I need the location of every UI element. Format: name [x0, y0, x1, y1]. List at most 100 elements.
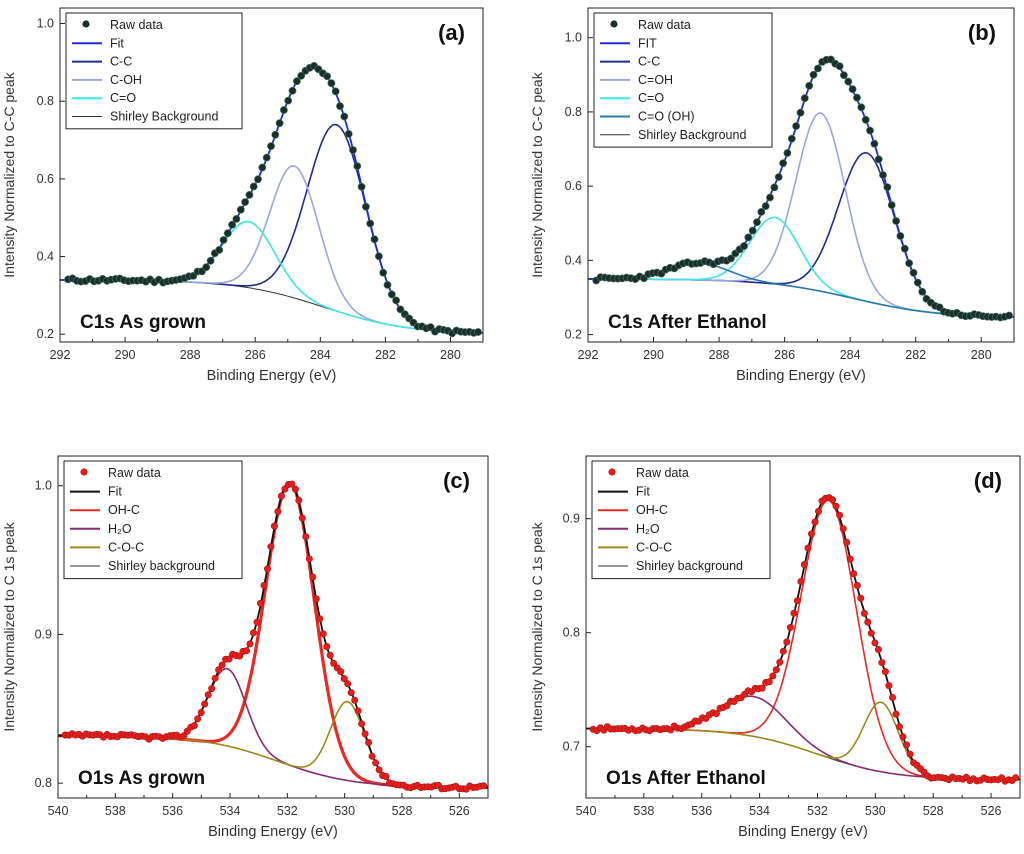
legend-label: Shirley Background	[638, 128, 746, 142]
raw-data-point	[836, 511, 844, 519]
raw-data-point	[337, 668, 345, 676]
raw-data-point	[792, 122, 800, 130]
raw-data-point	[263, 565, 271, 573]
sample-annotation: C1s As grown	[80, 312, 206, 333]
legend-label: Raw data	[110, 18, 163, 32]
raw-data-point	[896, 232, 905, 240]
raw-data-point	[888, 693, 896, 701]
panel-label: (b)	[968, 20, 996, 45]
raw-data-point	[807, 530, 815, 538]
x-tick-label: 530	[865, 804, 886, 818]
raw-data-point	[223, 229, 232, 238]
raw-data-point	[344, 680, 352, 688]
y-tick-label: 0.7	[563, 740, 580, 754]
raw-data-point	[878, 659, 886, 667]
raw-data-point	[870, 139, 879, 148]
raw-data-point	[319, 630, 327, 638]
legend-label: Raw data	[638, 18, 691, 32]
legend-marker	[610, 20, 618, 28]
raw-data-point	[793, 597, 801, 605]
raw-data-point	[814, 64, 822, 73]
raw-data-point	[1005, 311, 1013, 320]
raw-data-point	[202, 263, 211, 272]
raw-data-point	[194, 715, 202, 723]
raw-data-point	[279, 106, 288, 114]
peak-c-c-line	[60, 123, 483, 334]
raw-data-point	[260, 581, 268, 589]
raw-data-point	[769, 672, 777, 680]
x-tick-label: 288	[709, 348, 730, 362]
raw-data-point	[361, 730, 369, 738]
raw-data-point	[277, 492, 285, 500]
x-tick-label: 284	[310, 348, 331, 362]
y-tick-label: 0.6	[37, 172, 54, 186]
legend-label: H₂O	[108, 522, 132, 536]
legend-label: C=O (OH)	[638, 110, 695, 124]
sample-annotation: C1s After Ethanol	[608, 312, 767, 333]
raw-data-point	[757, 207, 766, 216]
raw-data-point	[245, 190, 254, 199]
legend-label: C-C	[110, 55, 132, 69]
legend-label: FIT	[638, 36, 657, 50]
legend-label: Shirley Background	[110, 110, 218, 124]
raw-data-point	[874, 155, 883, 164]
legend-label: Raw data	[108, 466, 161, 480]
raw-data-point	[712, 710, 720, 718]
legend-label: C-OH	[110, 73, 142, 87]
legend-label: C-O-C	[636, 540, 672, 554]
x-tick-label: 540	[576, 804, 597, 818]
x-tick-label: 528	[392, 804, 413, 818]
raw-data-point	[331, 87, 340, 96]
x-axis-label: Binding Energy (eV)	[207, 368, 337, 384]
raw-data-point	[368, 752, 376, 760]
raw-data-point	[228, 220, 236, 229]
x-tick-label: 526	[981, 804, 1002, 818]
raw-data-point	[892, 217, 900, 225]
raw-data-point	[480, 782, 488, 790]
legend-label: OH-C	[636, 503, 668, 517]
legend-label: Shirley background	[636, 559, 743, 573]
raw-data-point	[1012, 774, 1020, 782]
raw-data-point	[748, 226, 757, 235]
y-tick-label: 0.4	[37, 250, 54, 264]
legend-label: Shirley background	[108, 559, 215, 573]
legend-box	[65, 12, 243, 130]
raw-data-point	[288, 86, 297, 95]
raw-data-point	[787, 134, 796, 143]
raw-data-point	[905, 259, 913, 268]
chart-panel-a: 292 290 288 286 284 282 280 0.2 0.4 0.6 0.8 1.0 Bind…	[1, 7, 484, 384]
legend-label: Raw data	[636, 466, 689, 480]
raw-data-point	[323, 642, 331, 650]
y-tick-label: 0.4	[565, 253, 582, 267]
raw-data-point	[312, 595, 320, 603]
raw-data-point	[219, 236, 228, 244]
plot-frame	[585, 455, 1021, 799]
plot-frame	[57, 455, 489, 799]
x-tick-label: 282	[905, 348, 926, 362]
legend-marker	[608, 468, 616, 476]
x-tick-label: 290	[115, 348, 136, 362]
raw-data-point	[305, 555, 313, 563]
raw-data-point	[871, 639, 879, 647]
raw-data-point	[270, 522, 278, 530]
legend-label: C=O	[638, 91, 664, 105]
raw-data-point	[201, 700, 209, 708]
raw-data-point	[271, 130, 280, 139]
y-tick-label: 0.6	[565, 179, 582, 193]
raw-data-point	[881, 668, 889, 676]
legend-label: C-O-C	[108, 540, 144, 554]
raw-data-point	[353, 162, 362, 170]
raw-data-point	[474, 328, 482, 336]
raw-data-point	[349, 146, 357, 154]
raw-data-point	[254, 175, 262, 184]
raw-data-point	[811, 518, 819, 526]
peak-c-o-line	[588, 216, 1014, 318]
raw-data-point	[292, 77, 301, 86]
x-tick-label: 534	[220, 804, 241, 818]
raw-data-point	[370, 235, 379, 244]
raw-data-point	[347, 689, 355, 697]
raw-data-point	[848, 85, 857, 94]
raw-data-point	[249, 182, 258, 191]
x-tick-label: 284	[840, 348, 861, 362]
